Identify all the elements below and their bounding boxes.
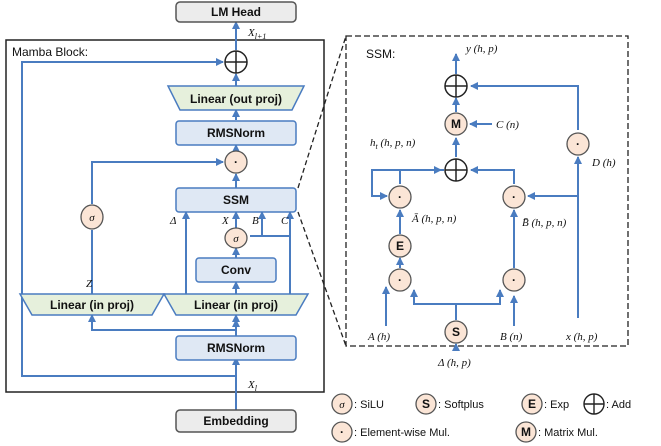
x-next-label: Xl+1 [247,27,266,41]
b-bar-label: B̄ (h, p, n) [522,217,567,229]
left-upper-dot-symbol: · [398,190,402,204]
mamba-block-title: Mamba Block: [12,45,88,59]
zoom-connector-bottom [297,211,347,347]
x-l-label: Xl [247,379,258,393]
mamba-block-frame [5,39,325,393]
matmul-op [444,112,468,136]
out-proj-box [166,85,306,111]
legend-silu-symbol: σ [339,399,345,411]
legend: σ : SiLU S : Softplus E : Exp : Add · : … [331,393,631,443]
legend-exp-icon [521,393,543,415]
ssm-add-mid [444,158,468,182]
ssm-add-top [444,74,468,98]
softplus-op [444,320,468,344]
right-upper-dot [502,185,526,209]
embedding-box [175,409,297,433]
add-top [224,50,248,74]
legend-elementwise-icon [331,421,353,443]
ssm-wires [371,53,582,351]
delta-hp-label: Δ (h, p) [437,357,471,369]
ssm-detail-frame [345,35,629,347]
in-proj-left-label: Linear (in proj) [50,298,134,312]
c-label: C (n) [496,119,519,131]
ssm-detail-title: SSM: [366,47,395,61]
d-dot [566,132,590,156]
silu-center [224,227,248,249]
d-label: D (h) [591,157,616,169]
in-proj-right-label: Linear (in proj) [194,298,278,312]
legend-exp-symbol: E [528,397,536,411]
legend-add-icon [583,393,605,415]
ssm-label: SSM [223,193,249,207]
rmsnorm-top-box [175,120,297,146]
rmsnorm-top-label: RMSNorm [207,126,265,140]
a-label: A (h) [367,331,390,343]
y-label: y (h, p) [465,43,498,55]
ssm-x-label: X [221,215,230,227]
h-t-label: ht (h, p, n) [370,137,416,151]
legend-softplus-icon [415,393,437,415]
legend-matrix-symbol: M [521,425,531,439]
legend-softplus-text: : Softplus [438,399,484,411]
lm-head-label: LM Head [211,5,261,19]
left-upper-dot [388,185,412,209]
mamba-wires [21,21,294,410]
legend-add-text: : Add [606,399,631,411]
a-bar-label: Ā (h, p, n) [411,213,457,225]
silu-left [80,204,104,230]
legend-matrix-icon [515,421,537,443]
conv-box [195,257,277,283]
legend-elementwise-symbol: · [340,425,344,439]
legend-matrix-text: : Matrix Mul. [538,427,598,439]
left-lower-dot-symbol: · [398,273,402,287]
dot-mult-mamba [224,150,248,174]
b-label: B (n) [500,331,523,343]
right-lower-dot-symbol: · [512,273,516,287]
in-proj-left-box [18,293,166,316]
zoom-connector-top [297,35,347,189]
dot-mult-mamba-symbol: · [234,155,238,169]
ssm-b-label: B [252,215,259,227]
conv-label: Conv [221,263,251,277]
rmsnorm-bottom-label: RMSNorm [207,341,265,355]
left-lower-dot [388,268,412,292]
right-upper-dot-symbol: · [512,190,516,204]
legend-elementwise-text: : Element-wise Mul. [354,427,450,439]
lm-head-box [175,1,297,23]
exp-op [388,234,412,258]
matmul-symbol: M [451,117,461,131]
ssm-c-label: C [281,215,289,227]
embedding-label: Embedding [203,414,268,428]
delta-label: Δ [169,215,176,227]
in-proj-right-box [162,293,310,316]
d-dot-symbol: · [576,137,580,151]
x-label: x (h, p) [565,331,598,343]
out-proj-label: Linear (out proj) [190,92,282,106]
right-lower-dot [502,268,526,292]
ssm-box [175,187,297,213]
softplus-symbol: S [452,325,460,339]
legend-exp-text: : Exp [544,399,569,411]
z-label: Z [86,278,93,290]
legend-silu-text: : SiLU [354,399,384,411]
silu-center-symbol: σ [233,233,239,245]
legend-softplus-symbol: S [422,397,430,411]
silu-left-symbol: σ [89,212,95,224]
legend-silu-icon [331,393,353,415]
rmsnorm-bottom-box [175,335,297,361]
exp-symbol: E [396,239,404,253]
